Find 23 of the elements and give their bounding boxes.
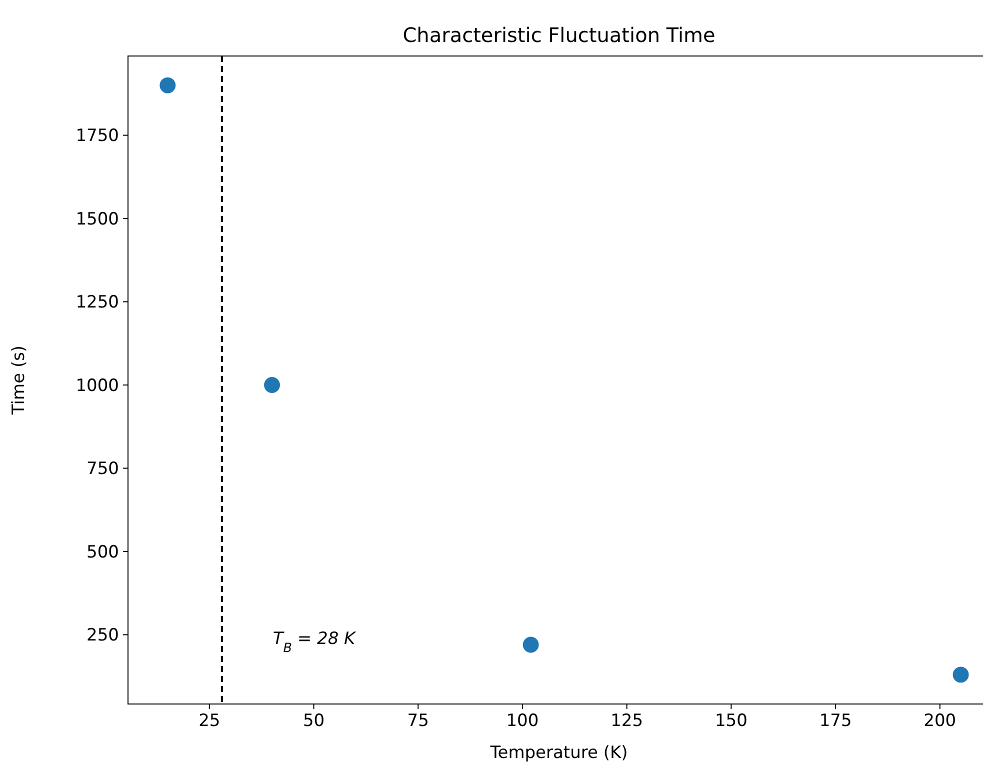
y-tick-label: 1250 <box>76 292 119 313</box>
x-axis-title: Temperature (K) <box>489 743 628 763</box>
x-tick-label: 200 <box>924 711 956 731</box>
x-tick-label: 25 <box>198 711 220 731</box>
x-tick-label: 150 <box>714 711 748 731</box>
y-tick-label: 1000 <box>76 376 119 396</box>
point <box>264 377 280 393</box>
x-tick-label: 75 <box>407 711 429 731</box>
y-tick-label: 1500 <box>76 209 119 230</box>
point <box>952 666 969 683</box>
y-tick-label: 250 <box>86 626 119 646</box>
x-tick-label: 175 <box>819 711 852 731</box>
point <box>160 77 176 94</box>
x-tick-label: 100 <box>506 711 539 731</box>
point <box>522 636 539 653</box>
y-tick-label: 1750 <box>76 126 119 146</box>
chart-title: Characteristic Fluctuation Time <box>402 23 716 47</box>
annotation: T$_{B}$ = 28 K <box>272 629 358 656</box>
y-tick-label: 750 <box>86 459 119 480</box>
y-axis-title: Time (s) <box>9 345 29 416</box>
x-tick-label: 125 <box>610 711 644 731</box>
y-tick-label: 500 <box>86 542 119 562</box>
x-tick-label: 50 <box>302 711 325 731</box>
